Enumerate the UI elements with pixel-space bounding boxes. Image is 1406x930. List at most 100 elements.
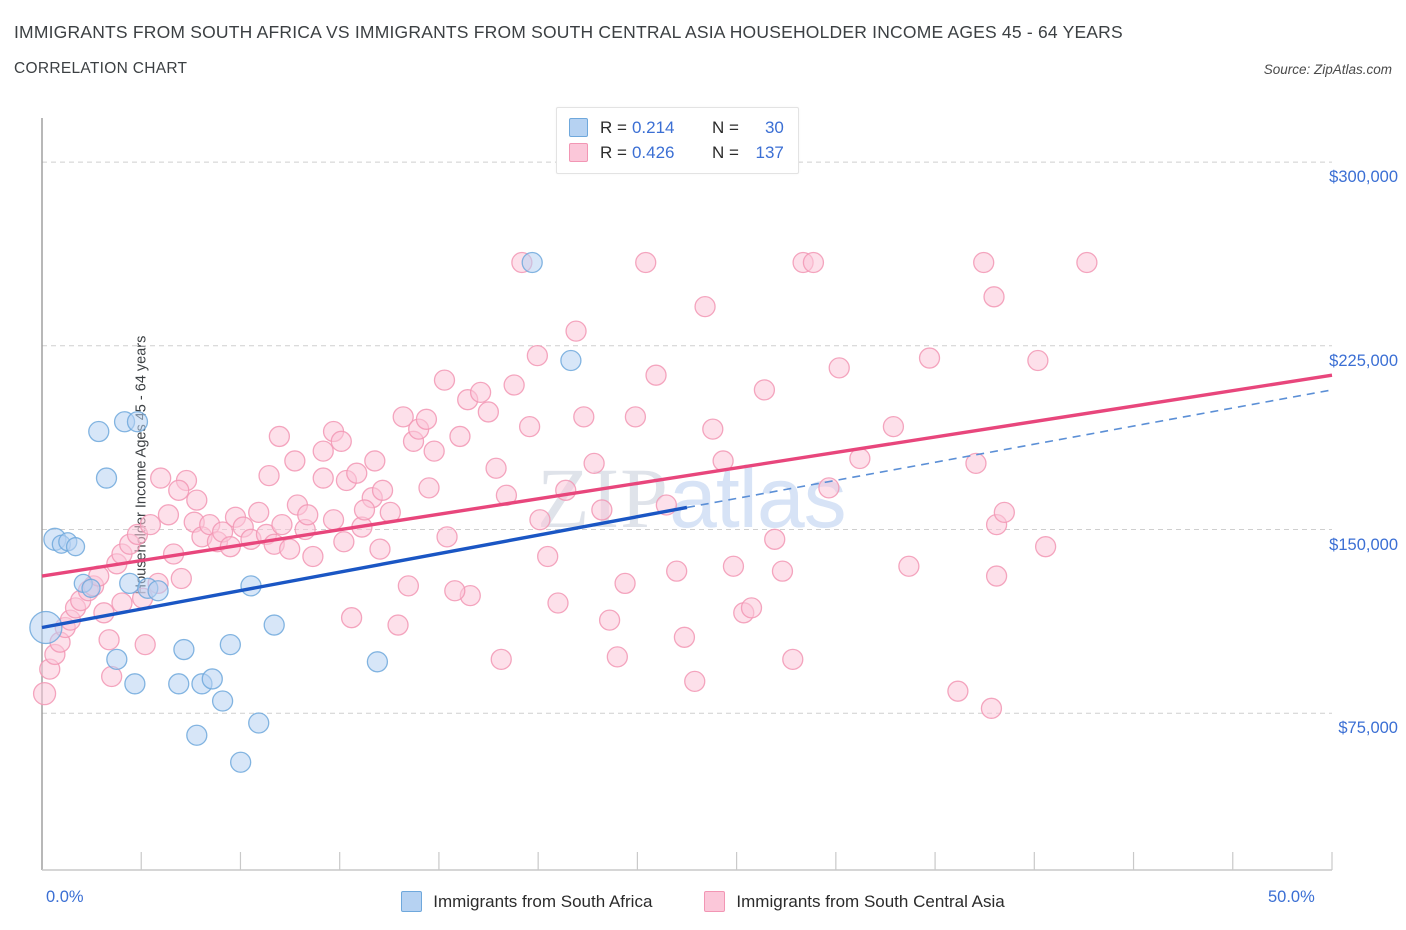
data-point	[366, 651, 389, 673]
data-point	[565, 320, 587, 342]
data-point	[371, 479, 394, 501]
data-point	[340, 607, 363, 629]
data-point	[573, 406, 595, 428]
data-point	[598, 609, 621, 631]
data-point	[147, 580, 169, 602]
data-point	[88, 420, 110, 443]
r-value: 0.426	[631, 142, 675, 162]
data-point	[983, 286, 1005, 308]
chart-subtitle: CORRELATION CHART	[14, 60, 188, 77]
data-point	[560, 349, 582, 372]
data-point	[591, 499, 613, 521]
series-legend-item-south-africa[interactable]: Immigrants from South Africa	[401, 891, 652, 912]
data-point	[1034, 536, 1057, 558]
data-point	[397, 575, 420, 597]
data-point	[666, 560, 688, 582]
data-point	[684, 670, 706, 693]
n-label: N =	[711, 142, 739, 162]
source-label: Source: ZipAtlas.com	[1263, 62, 1392, 77]
data-point	[771, 560, 794, 582]
data-point	[170, 567, 192, 590]
data-point	[230, 751, 252, 773]
data-point	[993, 501, 1015, 524]
data-point	[477, 401, 499, 423]
data-point	[95, 467, 118, 489]
data-point	[126, 411, 149, 433]
data-point	[614, 572, 636, 595]
data-point	[268, 425, 291, 448]
data-point	[436, 526, 458, 548]
r-label: R =	[600, 142, 627, 162]
data-point	[201, 668, 223, 690]
data-point	[1076, 251, 1098, 274]
series-legend: Immigrants from South Africa Immigrants f…	[0, 891, 1406, 912]
data-point	[119, 572, 141, 595]
data-point	[418, 477, 440, 499]
data-point	[882, 415, 905, 438]
data-point	[753, 379, 776, 401]
trend-line-south-africa-projection	[686, 389, 1333, 509]
data-point	[312, 440, 334, 462]
data-point	[423, 440, 445, 462]
data-point	[645, 364, 667, 386]
data-point	[219, 633, 241, 656]
data-point	[490, 648, 512, 670]
r-value: 0.214	[631, 117, 675, 137]
data-point	[333, 531, 355, 553]
data-point	[186, 489, 208, 511]
data-point	[818, 477, 840, 499]
x-axis-tick-label-max: 50.0%	[1268, 888, 1315, 906]
data-point	[248, 712, 270, 734]
data-point	[134, 633, 156, 656]
data-point	[392, 406, 414, 428]
trend-line-south-africa	[41, 505, 688, 630]
trend-line-south-central-asia	[41, 373, 1333, 578]
data-point	[673, 626, 696, 648]
data-point	[364, 450, 386, 472]
data-point	[346, 462, 368, 484]
series-points-south-central-asia	[32, 251, 1098, 719]
data-point	[898, 555, 920, 577]
data-point	[173, 638, 195, 661]
data-point	[764, 528, 786, 550]
data-point	[802, 251, 825, 274]
data-point	[965, 452, 987, 475]
data-point	[606, 646, 628, 668]
data-point	[947, 680, 969, 702]
data-point	[985, 565, 1008, 587]
data-point	[186, 724, 208, 746]
data-point	[1027, 349, 1049, 372]
data-point	[150, 467, 172, 489]
data-point	[353, 499, 376, 521]
data-point	[211, 690, 234, 712]
series-legend-item-south-central-asia[interactable]: Immigrants from South Central Asia	[704, 891, 1005, 912]
data-point	[635, 251, 657, 274]
legend-color-swatch	[704, 891, 726, 912]
data-point	[168, 673, 190, 695]
y-axis-tick-label: $225,000	[1329, 351, 1398, 370]
data-point	[93, 602, 115, 624]
legend-color-swatch	[401, 891, 423, 912]
data-point	[369, 538, 391, 560]
data-point	[547, 592, 569, 614]
data-point	[279, 538, 301, 560]
data-point	[740, 597, 763, 619]
data-point	[168, 479, 190, 501]
data-point	[248, 501, 270, 524]
correlation-legend-row: R = 0.214 N = 30	[569, 115, 784, 140]
n-value: 30	[764, 117, 784, 137]
y-axis-tick-label: $300,000	[1329, 168, 1398, 187]
series-legend-label: Immigrants from South Central Asia	[736, 891, 1005, 911]
page-title: IMMIGRANTS FROM SOUTH AFRICA VS IMMIGRAN…	[14, 22, 1123, 42]
data-point	[485, 457, 507, 479]
correlation-legend-row: R = 0.426 N = 137	[569, 140, 784, 165]
data-point	[312, 467, 334, 489]
data-point	[624, 406, 647, 428]
data-point	[980, 697, 1003, 719]
data-point	[518, 415, 541, 438]
data-point	[32, 681, 57, 706]
data-point	[106, 648, 128, 670]
plot-area: ZIPatlas	[29, 118, 1333, 871]
data-point	[918, 347, 941, 369]
correlation-legend: R = 0.214 N = 30 R = 0.426 N = 137	[556, 107, 799, 174]
